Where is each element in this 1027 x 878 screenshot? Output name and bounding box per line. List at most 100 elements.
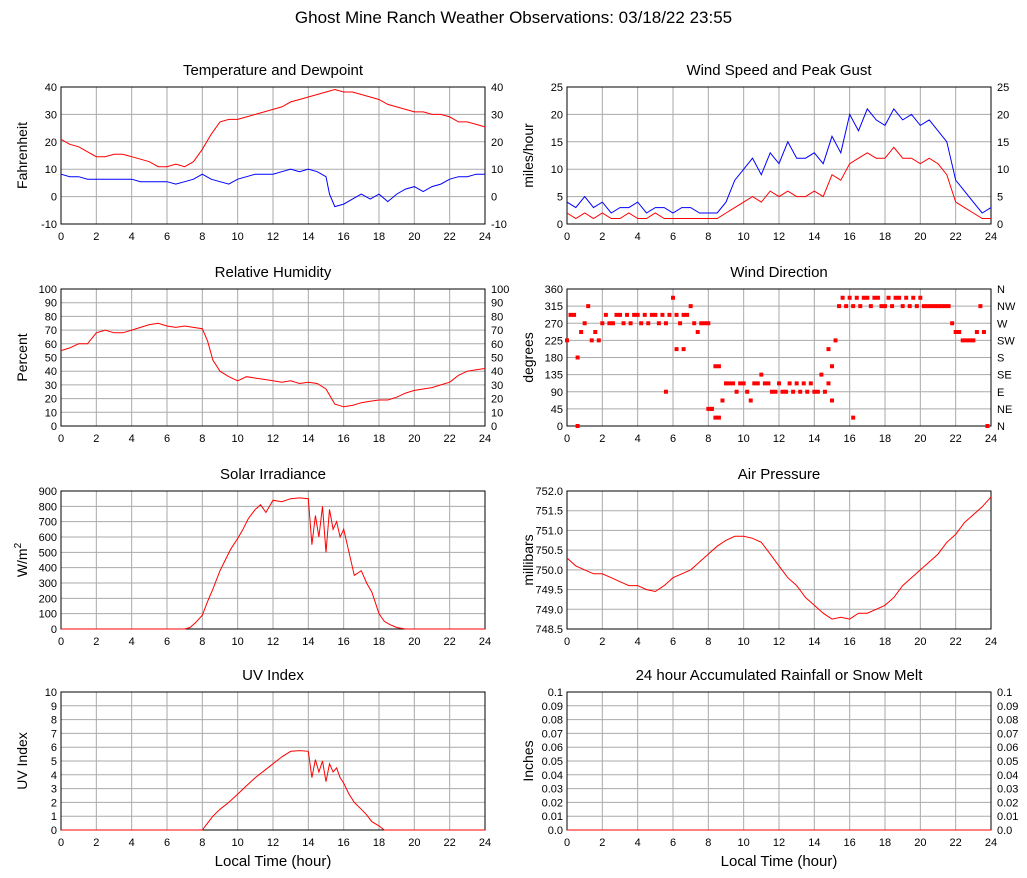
y-tick-label: 0.02 (542, 797, 563, 809)
data-point (646, 321, 651, 326)
data-point (596, 338, 601, 343)
y-tick-label-right: 20 (997, 109, 1009, 121)
data-point (904, 295, 909, 300)
data-point (766, 381, 771, 386)
y-tick-label-right: 0.02 (997, 797, 1018, 809)
x-tick-label: 18 (373, 231, 385, 243)
y-tick-label-right: 100 (491, 284, 509, 296)
y-tick-label: 100 (39, 609, 57, 621)
data-point (589, 338, 594, 343)
data-point (724, 381, 728, 386)
y-axis-label: Percent (14, 333, 30, 381)
data-point (865, 295, 870, 300)
data-point (918, 295, 923, 300)
x-tick-label: 16 (338, 837, 350, 849)
x-tick-label: 14 (808, 837, 820, 849)
data-point (572, 312, 577, 317)
y-tick-label: 0.1 (548, 687, 563, 699)
chart-title: Temperature and Dewpoint (183, 62, 364, 79)
y-tick-label: 749.5 (535, 585, 563, 597)
x-tick-label: 14 (302, 433, 314, 445)
page-title: Ghost Mine Ranch Weather Observations: 0… (294, 8, 733, 27)
plot-frame (60, 691, 486, 831)
y-tick-label: -10 (41, 219, 57, 231)
data-point (840, 295, 845, 300)
chart-title: Air Pressure (738, 466, 821, 483)
y-tick-label-right: 50 (491, 353, 503, 365)
x-tick-label: 24 (985, 837, 997, 849)
x-tick-label: 4 (129, 837, 135, 849)
x-tick-label: 24 (479, 231, 491, 243)
data-point (858, 304, 863, 309)
data-point (851, 415, 856, 420)
y-tick-label: 360 (545, 284, 563, 296)
x-tick-label: 8 (199, 433, 205, 445)
chart-title: Solar Irradiance (220, 466, 326, 483)
y-tick-label: 180 (545, 353, 563, 365)
y-tick-label-right: 15 (997, 137, 1009, 149)
y-tick-label-right: 0.08 (997, 715, 1018, 727)
x-tick-label: 6 (164, 837, 170, 849)
series-line-0 (61, 750, 485, 831)
chart-rain: 24 hour Accumulated Rainfall or Snow Mel… (520, 667, 1018, 870)
x-tick-label: 10 (232, 837, 244, 849)
x-tick-label: 22 (444, 433, 456, 445)
x-tick-label: 8 (705, 231, 711, 243)
data-point (734, 389, 739, 394)
y-tick-label: 10 (551, 164, 563, 176)
data-point (815, 389, 820, 394)
data-point (964, 338, 969, 343)
x-tick-label: 8 (199, 837, 205, 849)
data-point (950, 321, 955, 326)
x-tick-label: 10 (738, 433, 750, 445)
y-tick-label: 400 (39, 563, 57, 575)
data-point (678, 321, 683, 326)
x-tick-label: 0 (564, 837, 570, 849)
y-tick-label-right: 5 (997, 192, 1003, 204)
series-line-1 (60, 168, 485, 208)
x-tick-label: 20 (408, 433, 420, 445)
data-point (681, 312, 686, 317)
data-point (854, 295, 859, 300)
x-tick-label: 4 (635, 837, 641, 849)
y-tick-label-right: 0.09 (997, 701, 1018, 713)
x-tick-label: 24 (479, 837, 491, 849)
data-point (805, 389, 810, 394)
y-tick-label: 40 (45, 82, 57, 94)
plot-frame (60, 288, 486, 427)
y-tick-label: 751.5 (535, 506, 563, 518)
x-tick-label: 12 (773, 433, 785, 445)
y-tick-label: 270 (545, 318, 563, 330)
y-tick-label: 751.0 (535, 525, 563, 537)
data-point (706, 321, 711, 326)
y-tick-label: 700 (39, 517, 57, 529)
data-point (847, 295, 852, 300)
y-tick-label: 749.0 (535, 604, 563, 616)
data-point (939, 304, 944, 309)
y-tick-label: 80 (45, 311, 57, 323)
data-point (861, 295, 866, 300)
y-tick-label: 748.5 (535, 624, 563, 636)
y-tick-label: 1 (51, 811, 57, 823)
y-tick-label: 300 (39, 578, 57, 590)
data-point (787, 381, 792, 386)
x-tick-label: 10 (232, 231, 244, 243)
x-tick-label: 22 (444, 837, 456, 849)
y-tick-label: 750.5 (535, 545, 563, 557)
y-tick-label-right: E (997, 387, 1004, 399)
data-point (706, 406, 711, 411)
y-tick-label-right: 0.06 (997, 742, 1018, 754)
x-tick-label: 0 (58, 837, 64, 849)
x-tick-label: 14 (302, 636, 314, 648)
data-point (893, 295, 898, 300)
y-tick-label: 10 (45, 164, 57, 176)
x-tick-label: 16 (338, 231, 350, 243)
y-tick-label-right: 90 (491, 298, 503, 310)
y-tick-label-right: 0.04 (997, 770, 1018, 782)
plot-frame (566, 288, 992, 427)
